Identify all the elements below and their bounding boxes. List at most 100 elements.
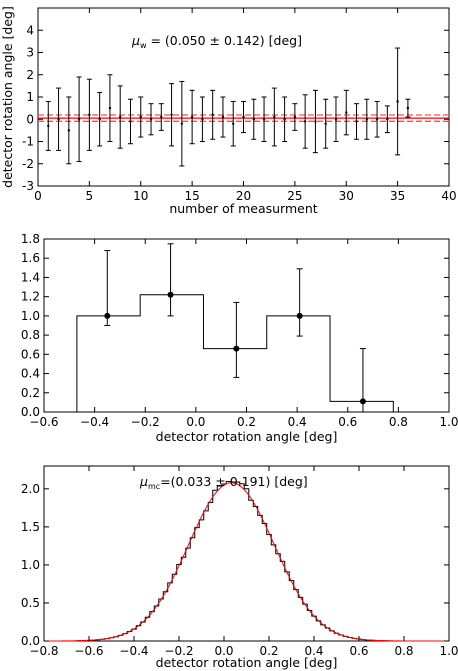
- data-point: [104, 312, 111, 319]
- data-point: [375, 118, 379, 121]
- weighted-mean-annotation: μw = (0.050 ± 0.142) [deg]: [131, 33, 302, 50]
- y-tick-label: 1.8: [21, 232, 40, 246]
- mc-histogram-panel: −0.8 −0.6 −0.4 −0.2 0.0 0.2 0.4 0.6 0.8 1.0 0.00.…: [21, 465, 458, 670]
- data-point: [233, 345, 240, 352]
- data-point: [386, 118, 389, 121]
- y-tick-label: 2: [26, 68, 34, 82]
- data-point: [406, 106, 410, 110]
- data-point: [149, 118, 153, 121]
- mu-symbol: μ: [139, 474, 148, 489]
- y-tick-label: -2: [22, 157, 34, 171]
- coarse-histogram-y-ticks: 0.0 0.2 0.4 0.6 0.8 1.0 1.2 1.4 1.6 1.8: [21, 232, 449, 419]
- y-tick-label: 1.5: [21, 520, 40, 534]
- x-tick-label: 0.6: [349, 644, 368, 658]
- measurements-y-ticks: -3 -2 -1 0 1 2 3 4: [22, 23, 449, 193]
- mc-mean-value-text: =(0.033 ± 0.191) [deg]: [160, 474, 308, 489]
- x-tick-label: 0.2: [259, 644, 278, 658]
- data-point: [57, 118, 60, 121]
- data-point: [108, 106, 112, 110]
- x-tick-label: 0.2: [237, 415, 256, 429]
- mc-histogram-y-ticks: 0.0 0.5 1.0 1.5 2.0: [21, 482, 449, 648]
- mc-histogram-x-ticks: −0.8 −0.6 −0.4 −0.2 0.0 0.2 0.4 0.6 0.8 1.0: [29, 466, 458, 658]
- mc-mean-annotation: μmc=(0.033 ± 0.191) [deg]: [139, 474, 308, 491]
- data-point: [262, 118, 266, 121]
- data-point: [170, 113, 173, 117]
- data-point: [396, 100, 399, 103]
- y-tick-label: 0.0: [21, 405, 40, 419]
- data-point: [232, 122, 235, 125]
- coarse-histogram-marks: [76, 243, 394, 413]
- data-point: [167, 291, 174, 298]
- x-tick-label: 0: [34, 189, 42, 203]
- histogram-steps: [76, 294, 394, 412]
- data-point: [77, 118, 81, 121]
- y-tick-label: 4: [26, 23, 34, 37]
- y-tick-label: 1.0: [21, 558, 40, 572]
- x-tick-label: 0.0: [214, 644, 233, 658]
- mc-histogram-x-axis-label: detector rotation angle [deg]: [156, 655, 338, 670]
- x-tick-label: 1.0: [439, 415, 458, 429]
- x-tick-label: 1.0: [439, 644, 458, 658]
- x-tick-label: 10: [133, 189, 148, 203]
- x-tick-label: −0.4: [119, 644, 148, 658]
- x-tick-label: 0.8: [389, 415, 408, 429]
- data-point: [359, 398, 366, 405]
- y-tick-label: 1.6: [21, 251, 40, 265]
- y-tick-label: 0.2: [21, 386, 40, 400]
- data-point: [324, 122, 327, 125]
- data-point: [190, 115, 194, 119]
- mu-subscript: mc: [148, 482, 160, 491]
- y-tick-label: 2.0: [21, 482, 40, 496]
- y-tick-label: 0.8: [21, 328, 40, 342]
- y-tick-label: 1: [26, 90, 34, 104]
- data-point: [221, 115, 225, 119]
- data-point: [201, 118, 204, 121]
- x-tick-label: 35: [390, 189, 405, 203]
- x-tick-label: 0.6: [338, 415, 357, 429]
- mc-histogram-plot-area: [43, 465, 450, 642]
- y-tick-label: 0.4: [21, 367, 40, 381]
- x-tick-label: 0.0: [186, 415, 205, 429]
- x-tick-label: −0.4: [80, 415, 109, 429]
- x-tick-label: 5: [86, 189, 94, 203]
- y-tick-label: 0.5: [21, 596, 40, 610]
- y-tick-label: 0.0: [21, 634, 40, 648]
- data-point: [345, 111, 348, 114]
- x-tick-label: −0.8: [29, 644, 58, 658]
- data-point: [180, 122, 184, 125]
- data-point: [273, 115, 276, 119]
- data-point: [314, 120, 317, 123]
- y-tick-label: -1: [22, 135, 34, 149]
- mu-symbol: μ: [131, 33, 140, 48]
- data-point: [98, 118, 101, 121]
- y-tick-label: 3: [26, 46, 34, 60]
- data-point: [242, 115, 245, 119]
- mc-histogram-steps: [77, 480, 394, 642]
- x-tick-label: 40: [441, 189, 456, 203]
- data-point: [211, 113, 214, 117]
- x-tick-label: −0.6: [74, 644, 103, 658]
- gaussian-fit-curve: [44, 482, 449, 642]
- y-tick-label: -3: [22, 179, 34, 193]
- x-tick-label: 0.4: [304, 644, 323, 658]
- x-tick-label: −0.6: [29, 415, 58, 429]
- mu-subscript: w: [140, 41, 147, 50]
- data-point: [67, 129, 71, 132]
- data-point: [296, 312, 303, 319]
- measurements-panel: 0 5 10 15 20 25 30 35 40 -3 -2 -1 0 1 2 3 4 μw = (0.050…: [0, 6, 457, 216]
- data-point: [88, 113, 91, 117]
- x-tick-label: 20: [236, 189, 251, 203]
- data-point: [129, 120, 132, 123]
- y-tick-label: 0.6: [21, 347, 40, 361]
- y-tick-label: 1.2: [21, 290, 40, 304]
- data-point: [293, 115, 297, 119]
- x-tick-label: 0.4: [288, 415, 307, 429]
- y-tick-label: 1.4: [21, 270, 40, 284]
- x-tick-label: 25: [287, 189, 302, 203]
- data-point: [334, 118, 338, 121]
- x-tick-label: −0.2: [164, 644, 193, 658]
- x-tick-label: 15: [184, 189, 199, 203]
- data-point: [47, 124, 50, 128]
- data-point: [355, 120, 358, 123]
